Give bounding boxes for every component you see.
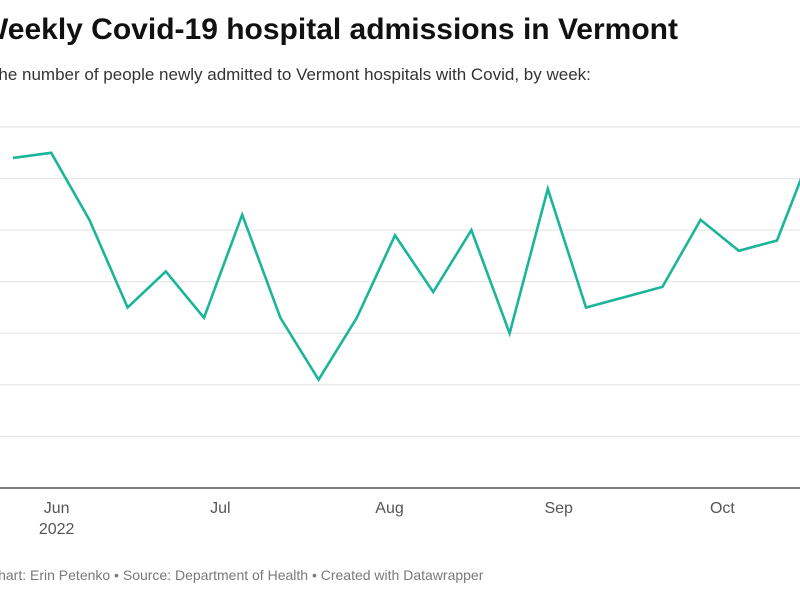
x-tick-label: Jul <box>210 500 230 517</box>
x-tick-label: Oct <box>710 500 735 517</box>
gridlines <box>0 126 800 437</box>
series-line <box>12 151 800 383</box>
chart-subtitle: The number of people newly admitted to V… <box>0 65 591 84</box>
x-tick-label: Sep <box>544 500 573 517</box>
x-axis-ticks: Jun 2022 Jul Aug Sep Oct <box>39 500 736 538</box>
chart-footer: Chart: Erin Petenko • Source: Department… <box>0 567 484 583</box>
x-tick-sublabel: 2022 <box>39 521 75 538</box>
x-tick-label: Aug <box>375 500 403 517</box>
chart-title: Weekly Covid-19 hospital admissions in V… <box>0 13 678 46</box>
x-tick-label: Jun <box>44 500 70 517</box>
